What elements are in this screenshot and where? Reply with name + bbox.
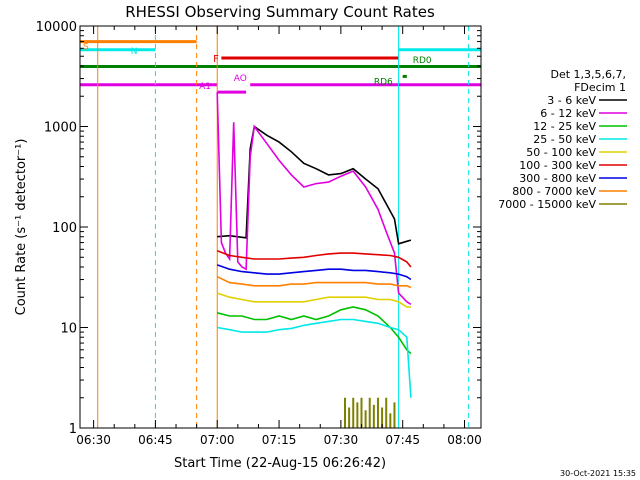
x-tick-label-3: 07:15 — [262, 433, 297, 447]
series-line-7 — [216, 275, 412, 289]
series-line-2 — [217, 306, 412, 355]
legend-label-7: 800 - 7000 keV — [512, 185, 596, 198]
legend-label-1: 6 - 12 keV — [540, 107, 596, 120]
legend-label-2: 12 - 25 keV — [533, 120, 596, 133]
state-label-9: RD6 — [374, 77, 393, 87]
timestamp: 30-Oct-2021 15:35 — [560, 469, 636, 478]
legend-label-4: 50 - 100 keV — [526, 146, 596, 159]
state-label-10: RD0 — [413, 56, 432, 66]
legend-label-0: 3 - 6 keV — [547, 94, 596, 107]
y-tick-label-4: 10000 — [36, 20, 77, 35]
series-line-1 — [216, 92, 412, 305]
x-tick-label-0: 06:30 — [76, 433, 111, 447]
series-layer — [216, 92, 412, 428]
legend-label-3: 25 - 50 keV — [533, 133, 596, 146]
series-line-5 — [216, 250, 412, 268]
state-bars-layer — [80, 40, 481, 94]
series-line-3 — [217, 318, 412, 398]
legend-header-1: FDecim 1 — [574, 81, 626, 94]
axis-ticks-layer: 06:30 06:45 07:00 07:15 07:30 07:45 08:00 1 10 10… — [36, 20, 482, 447]
x-tick-label-2: 07:00 — [200, 433, 235, 447]
state-label-7: A1 — [199, 82, 211, 92]
x-tick-label-1: 06:45 — [138, 433, 173, 447]
chart-title: RHESSI Observing Summary Count Rates — [125, 3, 435, 21]
x-tick-label-4: 07:30 — [324, 433, 359, 447]
y-tick-label-3: 1000 — [44, 121, 77, 136]
x-axis-label: Start Time (22-Aug-15 06:26:42) — [174, 456, 386, 471]
y-axis-label: Count Rate (s⁻¹ detector⁻¹) — [14, 139, 29, 316]
state-label-0: S — [83, 43, 89, 53]
series-line-6 — [216, 264, 412, 281]
state-label-8: AO — [234, 74, 247, 84]
legend-label-8: 7000 - 15000 keV — [498, 198, 596, 211]
x-tick-label-6: 08:00 — [447, 433, 482, 447]
state-label-1: N — [131, 47, 138, 57]
state-label-3: F — [213, 54, 219, 65]
y-tick-label-0: 1 — [69, 422, 77, 437]
series-line-0 — [217, 125, 412, 245]
legend-header-0: Det 1,3,5,6,7, — [550, 68, 626, 81]
legend-label-6: 300 - 800 keV — [519, 172, 596, 185]
series-line-4 — [216, 292, 411, 308]
state-labels-layer: S N F A1 AO RD6 RD0 — [83, 43, 432, 93]
y-tick-label-1: 10 — [60, 322, 77, 337]
x-tick-label-5: 07:45 — [385, 433, 420, 447]
y-tick-label-2: 100 — [52, 221, 77, 236]
legend-label-5: 100 - 300 keV — [519, 159, 596, 172]
